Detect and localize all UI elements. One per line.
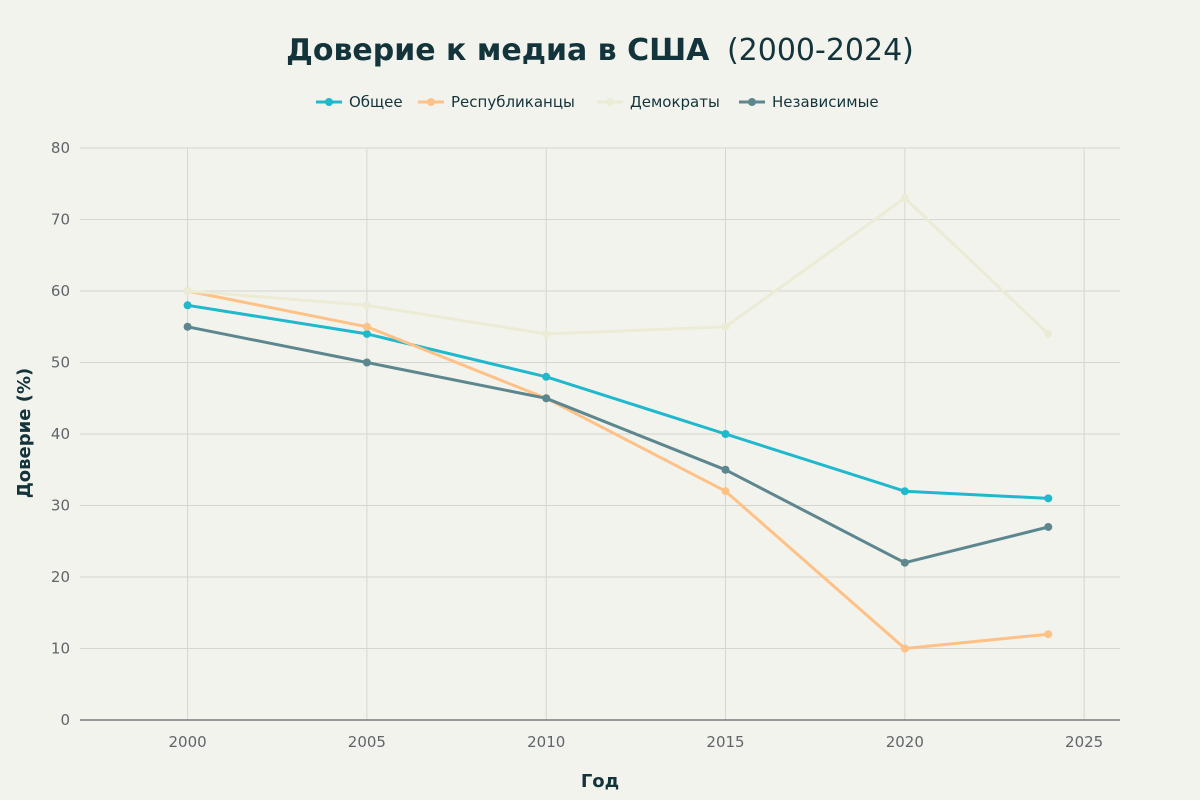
series-line bbox=[187, 303, 1049, 500]
x-tick-label: 2015 bbox=[706, 733, 744, 751]
x-tick-label: 2025 bbox=[1065, 733, 1103, 751]
data-point bbox=[1044, 630, 1053, 639]
data-point bbox=[542, 329, 551, 338]
chart-title-main: Доверие к медиа в США bbox=[286, 33, 710, 68]
data-point bbox=[721, 322, 730, 331]
data-point bbox=[721, 487, 730, 496]
series-line bbox=[187, 196, 1050, 336]
data-point bbox=[542, 372, 551, 381]
legend-item: Демократы bbox=[597, 93, 720, 111]
y-tick-label: 0 bbox=[60, 711, 70, 729]
axes: 0 10 20 30 40 50 60 70 80 2000 2005 2010 2015 2020 202… bbox=[51, 139, 1120, 751]
y-tick-label: 80 bbox=[51, 139, 70, 157]
legend-item: Республиканцы bbox=[418, 93, 575, 111]
data-point bbox=[362, 358, 371, 367]
y-tick-label: 50 bbox=[51, 354, 70, 372]
data-point bbox=[721, 465, 730, 474]
data-point bbox=[1044, 494, 1053, 503]
x-tick-label: 2010 bbox=[527, 733, 565, 751]
chart-title-sub: (2000-2024) bbox=[727, 33, 914, 68]
legend-swatch-marker bbox=[427, 98, 435, 106]
legend-label: Республиканцы bbox=[451, 93, 575, 111]
series-0 bbox=[183, 301, 1053, 503]
legend-swatch-marker bbox=[325, 98, 333, 106]
y-tick-label: 10 bbox=[51, 640, 70, 658]
y-tick-label: 30 bbox=[51, 497, 70, 515]
y-tick-label: 70 bbox=[51, 211, 70, 229]
legend-swatch-marker bbox=[606, 98, 614, 106]
legend-swatch-marker bbox=[748, 98, 756, 106]
data-point bbox=[1044, 329, 1053, 338]
data-point bbox=[900, 558, 909, 567]
legend-label: Демократы bbox=[630, 93, 720, 111]
series-line bbox=[187, 325, 1049, 565]
series-2 bbox=[183, 194, 1053, 338]
y-tick-label: 20 bbox=[51, 568, 70, 586]
x-tick-label: 2005 bbox=[348, 733, 386, 751]
data-point bbox=[183, 322, 192, 331]
x-tick-label: 2000 bbox=[168, 733, 206, 751]
y-axis-title: Доверие (%) bbox=[14, 368, 35, 498]
data-point bbox=[183, 301, 192, 310]
series-1 bbox=[183, 287, 1053, 653]
data-point bbox=[362, 329, 371, 338]
series-group bbox=[183, 194, 1053, 653]
data-point bbox=[542, 394, 551, 403]
data-point bbox=[183, 287, 192, 295]
grid bbox=[80, 147, 1120, 720]
data-point bbox=[900, 644, 909, 653]
data-point bbox=[900, 194, 909, 203]
data-point bbox=[1044, 522, 1053, 531]
chart-title: Доверие к медиа в США (2000-2024) bbox=[286, 33, 914, 68]
data-point bbox=[900, 487, 909, 496]
legend-label: Общее bbox=[349, 93, 403, 111]
series-3 bbox=[183, 322, 1053, 567]
legend-item: Независимые bbox=[739, 93, 879, 111]
data-point bbox=[362, 322, 371, 331]
y-tick-label: 40 bbox=[51, 425, 70, 443]
legend-label: Независимые bbox=[772, 93, 879, 111]
y-tick-label: 60 bbox=[51, 282, 70, 300]
series-line bbox=[187, 289, 1049, 650]
legend-item: Общее bbox=[316, 93, 403, 111]
legend: Общее Республиканцы Демократы Независимые bbox=[316, 93, 879, 111]
data-point bbox=[721, 430, 730, 438]
x-tick-label: 2020 bbox=[886, 733, 924, 751]
data-point bbox=[362, 301, 371, 310]
x-axis-title: Год bbox=[581, 771, 619, 792]
